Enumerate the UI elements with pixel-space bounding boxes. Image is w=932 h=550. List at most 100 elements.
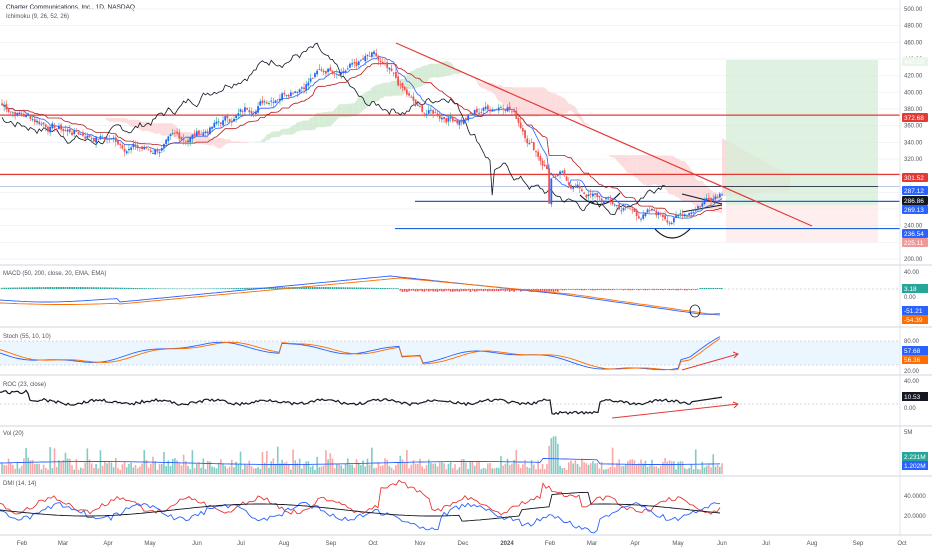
candle-body [171, 133, 174, 134]
price-tag-label: 287.12 [904, 188, 924, 195]
volume-bar [574, 460, 577, 474]
price-axis-label: 480.00 [904, 24, 923, 30]
candle-body [679, 213, 682, 215]
macd-histogram-bar [631, 289, 634, 291]
macd-histogram-bar [705, 288, 708, 289]
price-tags: 440.10 372.68 301.52 287.12 286.86 269.13 236.… [902, 57, 928, 247]
cloud-segment [306, 120, 309, 131]
volume-bar [419, 458, 421, 474]
macd-histogram-bar [697, 289, 699, 290]
time-axis-label: Apr [103, 541, 112, 547]
cloud-segment [286, 128, 289, 135]
macd-histogram-bar [327, 287, 329, 289]
cloud-segment [301, 120, 305, 131]
macd-histogram-bar [600, 289, 603, 291]
candle-body [101, 136, 104, 138]
stoch-arrow-head [732, 351, 739, 359]
volume-bar [397, 462, 399, 474]
macd-histogram-bar [7, 287, 10, 289]
candle-body [585, 194, 588, 198]
candle-body [574, 186, 577, 188]
candle-body [508, 106, 511, 111]
volume-bar [241, 469, 244, 474]
volume-bar [618, 459, 620, 474]
macd-histogram-bar [484, 289, 487, 291]
candle-body [254, 111, 257, 115]
volume-bar [110, 462, 113, 474]
cloud-segment [135, 119, 138, 128]
cloud-segment [111, 117, 114, 122]
macd-histogram-bar [246, 287, 248, 289]
cloud-segment [627, 155, 631, 174]
volume-bar [66, 458, 69, 474]
macd-histogram-bar [77, 287, 80, 289]
candle-body [217, 121, 220, 123]
volume-bar [502, 465, 504, 474]
volume-bar [423, 468, 426, 474]
macd-histogram-bar [441, 289, 443, 292]
stoch-band [0, 341, 900, 365]
volume-pane: Vol (20) 5M 2.231M 1.202M [0, 430, 928, 474]
candle-body [51, 123, 54, 129]
cloud-segment [198, 132, 202, 144]
price-tag [902, 238, 928, 247]
volume-bar [559, 465, 561, 474]
triangle-lower [681, 204, 723, 213]
macd-histogram-bar [14, 287, 16, 289]
candle-body [497, 107, 500, 111]
candle-body [456, 120, 459, 124]
candle-body [521, 128, 524, 132]
candle-body [93, 137, 95, 142]
macd-histogram-bar [574, 289, 577, 291]
macd-histogram-bar [154, 288, 156, 289]
candle-body [609, 199, 612, 202]
volume-bar [320, 466, 323, 474]
candle-body [686, 215, 688, 217]
volume-bar [425, 465, 428, 474]
volume-bar [357, 462, 360, 474]
macd-histogram-bar [629, 289, 631, 291]
volume-bar [375, 467, 378, 474]
macd-histogram-bar [408, 289, 410, 292]
volume-bar [519, 468, 522, 474]
volume-bar [686, 469, 688, 474]
candle-body [721, 194, 723, 196]
macd-histogram-bar [550, 289, 553, 292]
volume-bar [228, 466, 231, 474]
volume-bar [114, 458, 117, 474]
macd-histogram-bar [53, 287, 56, 289]
volume-bar [222, 463, 224, 474]
macd-histogram-bar [143, 288, 146, 289]
cloud-segment [507, 87, 510, 110]
volume-bar [217, 462, 220, 474]
volume-tag [902, 461, 928, 470]
macd-histogram-bar [230, 288, 233, 289]
candle-body [607, 198, 610, 200]
candle-body [716, 197, 719, 199]
volume-tag-label: 2.231M [904, 454, 926, 461]
cloud-segment [168, 123, 171, 137]
macd-histogram-bar [303, 287, 305, 289]
ichimoku-lines [1, 42, 723, 219]
cloud-segment [520, 87, 523, 117]
volume-bar [79, 467, 82, 474]
macd-histogram-bar [552, 289, 555, 292]
candle-body [222, 120, 224, 126]
volume-bar [180, 465, 183, 474]
ichimoku-label: Ichimoku (9, 26, 52, 26) [6, 14, 69, 20]
macd-histogram-bar [119, 287, 121, 289]
cloud-segment [314, 112, 318, 130]
time-axis-label: Oct [897, 541, 907, 547]
macd-histogram-bar [605, 289, 607, 291]
macd-histogram-bar [209, 288, 211, 289]
macd-histogram-bar [224, 288, 227, 289]
macd-histogram-bar [655, 289, 658, 290]
macd-histogram-bar [502, 289, 504, 291]
candle-body [342, 71, 345, 73]
macd-histogram-bar [515, 289, 518, 291]
volume-bar [171, 458, 174, 474]
volume-bar [198, 462, 200, 474]
time-axis-label: 2024 [500, 541, 514, 547]
time-axis-label: May [144, 541, 155, 547]
